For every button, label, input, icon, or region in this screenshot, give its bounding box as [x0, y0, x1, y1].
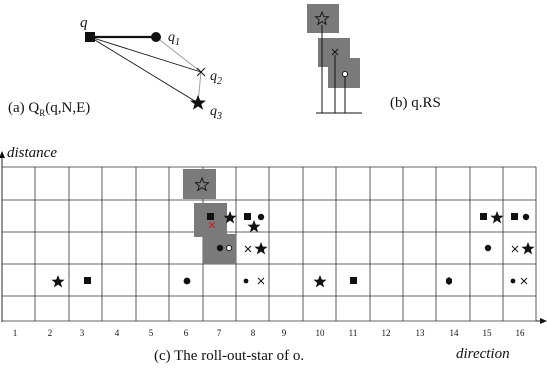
y-axis-label: distance [7, 145, 57, 161]
direction-ticks: 1 2 3 4 5 6 7 8 9 10 11 12 13 14 15 16 [13, 328, 525, 338]
tick-label: 3 [80, 328, 85, 338]
cross-icon [511, 245, 519, 253]
star-icon [247, 220, 261, 233]
circle-icon [257, 213, 265, 221]
tick-label: 10 [316, 328, 326, 338]
tick-label: 8 [251, 328, 256, 338]
open-circle-icon [225, 244, 233, 252]
label-q3: q3 [210, 104, 222, 122]
node-q3-star [190, 95, 206, 110]
shade-box-star [307, 4, 339, 33]
tick-label: 13 [416, 328, 426, 338]
star-icon [313, 275, 327, 288]
label-q1: q1 [168, 30, 180, 48]
caption-c: (c) The roll-out-star of o. [154, 348, 304, 364]
edge-q1-q2 [155, 36, 202, 73]
tick-label: 6 [184, 328, 189, 338]
small-dot-icon [510, 278, 516, 284]
star-icon [254, 242, 268, 255]
panel-a: q q1 q2 q3 (a) QR(q,N,E) [8, 15, 222, 122]
x-axis-label: direction [456, 346, 510, 362]
circle-icon [484, 244, 492, 252]
square-icon [207, 213, 214, 220]
node-q2-cross [196, 67, 206, 77]
star-icon [490, 211, 504, 224]
square-icon [511, 213, 518, 220]
grid [2, 166, 537, 322]
star-icon [51, 275, 65, 288]
label-q2: q2 [210, 69, 222, 87]
small-dot-icon [243, 278, 249, 284]
circle-icon [522, 213, 530, 221]
tick-label: 15 [483, 328, 493, 338]
star-icon [223, 211, 237, 224]
square-icon [244, 213, 251, 220]
square-icon [350, 277, 357, 284]
tick-label: 12 [382, 328, 391, 338]
y-axis-arrow-icon [0, 151, 5, 158]
panel-c: distance [0, 145, 547, 364]
star-outline-icon [194, 176, 210, 192]
caption-b: (b) q.RS [390, 95, 441, 111]
tick-label: 4 [115, 328, 120, 338]
tick-label: 11 [349, 328, 358, 338]
star-icon [521, 242, 535, 255]
panel-b: (b) q.RS [307, 4, 441, 114]
tick-label: 16 [516, 328, 526, 338]
node-q1-circle [151, 32, 161, 42]
tick-label: 1 [13, 328, 18, 338]
tick-label: 9 [282, 328, 287, 338]
node-q-square [85, 32, 95, 42]
shade-cell-1 [183, 169, 216, 199]
edge-q-q2 [89, 36, 202, 73]
star-outline-icon [314, 10, 330, 26]
open-circle-icon [341, 70, 349, 78]
tick-label: 2 [48, 328, 53, 338]
tick-label: 5 [149, 328, 154, 338]
cross-icon [331, 48, 339, 56]
circle-icon [183, 277, 191, 285]
cross-red-icon [208, 221, 216, 229]
edge-q-q3 [89, 36, 199, 104]
tick-label: 7 [217, 328, 222, 338]
hexagon-dot-icon [446, 277, 452, 285]
label-q: q [80, 15, 88, 31]
caption-a: (a) QR(q,N,E) [8, 100, 90, 118]
tick-label: 14 [450, 328, 460, 338]
circle-icon [216, 244, 224, 252]
cross-icon [257, 277, 265, 285]
square-icon [480, 213, 487, 220]
cross-icon [244, 245, 252, 253]
square-icon [84, 277, 91, 284]
cross-icon [520, 277, 528, 285]
x-axis-arrow-icon [540, 318, 547, 324]
